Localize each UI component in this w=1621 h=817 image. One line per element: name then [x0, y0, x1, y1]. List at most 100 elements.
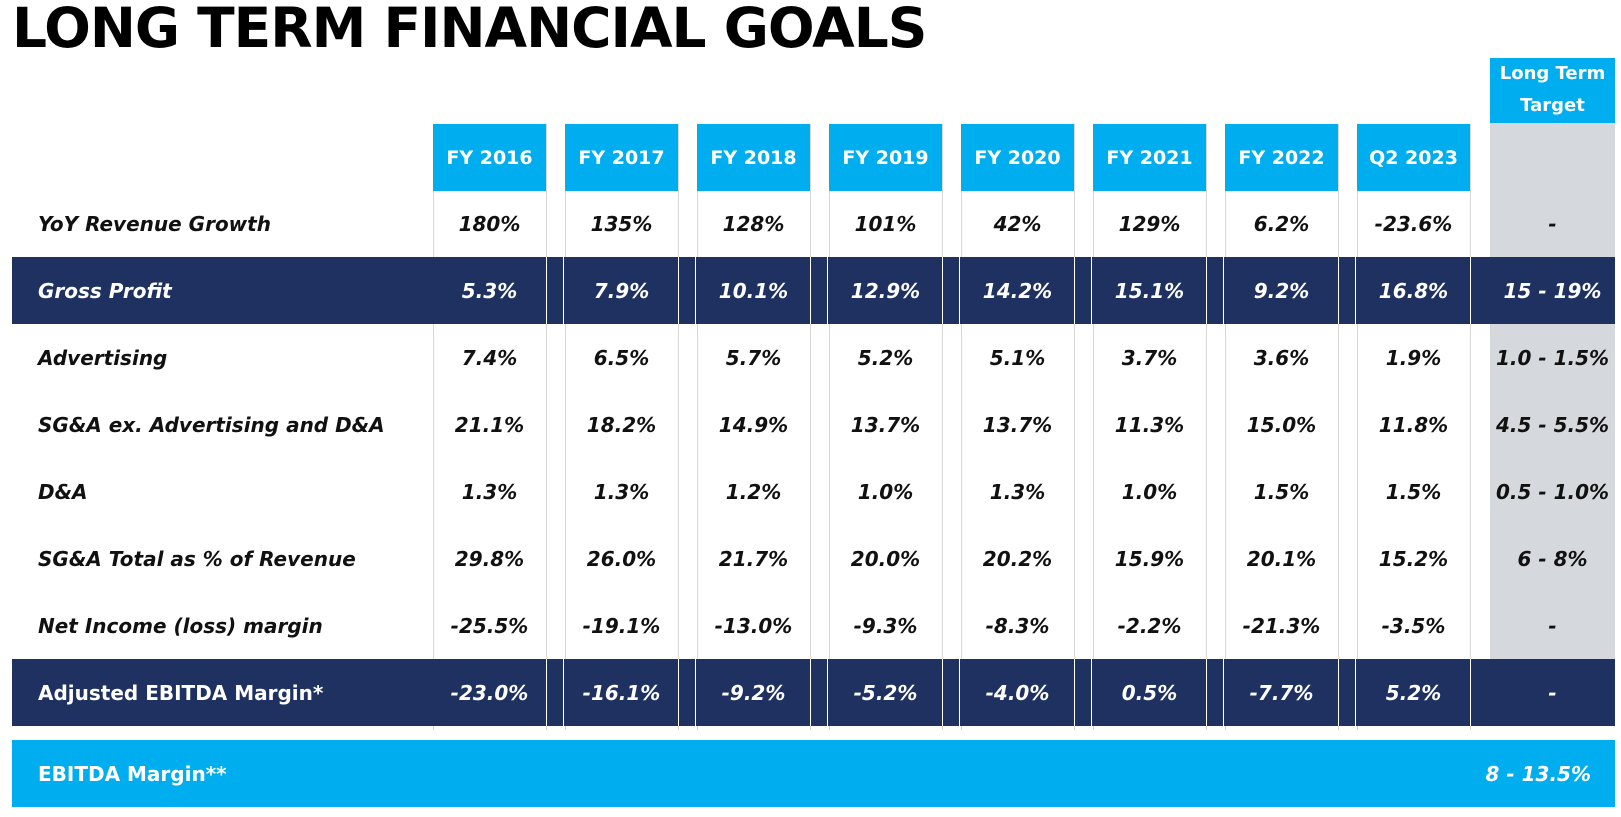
table-cell: 128%	[722, 211, 785, 236]
column-divider	[1470, 124, 1471, 730]
table-cell: 11.3%	[1114, 412, 1185, 437]
table-cell: 180%	[458, 211, 521, 236]
row-gap	[1470, 659, 1488, 726]
target-column-background	[1490, 58, 1615, 660]
row-gap	[1074, 257, 1092, 324]
table-row: SG&A Total as % of Revenue 29.8% 26.0% 21.7…	[0, 525, 1621, 592]
table-cell: 13.7%	[982, 412, 1053, 437]
row-gap	[810, 659, 828, 726]
column-divider	[565, 124, 566, 730]
row-gap	[942, 257, 960, 324]
column-divider	[1225, 124, 1226, 730]
table-cell: 12.9%	[850, 278, 921, 303]
table-cell: 42%	[993, 211, 1042, 236]
gap-line	[695, 659, 696, 726]
target-cell: 6 - 8%	[1517, 546, 1588, 571]
table-cell: 5.3%	[461, 278, 518, 303]
table-cell: 21.7%	[718, 546, 789, 571]
table-cell: -2.2%	[1117, 613, 1182, 638]
gap-line	[563, 257, 564, 324]
row-label: D&A	[38, 479, 88, 504]
table-cell: 5.2%	[857, 345, 914, 370]
table-row: D&A 1.3% 1.3% 1.2% 1.0% 1.3% 1.0% 1.5% 1.5% 0.5 -…	[0, 458, 1621, 525]
gap-line	[678, 257, 679, 324]
gap-line	[810, 659, 811, 726]
table-cell: 29.8%	[454, 546, 525, 571]
row-gap	[942, 659, 960, 726]
table-row: SG&A ex. Advertising and D&A 21.1% 18.2% 14…	[0, 391, 1621, 458]
table-cell: 1.3%	[989, 479, 1046, 504]
column-header: FY 2020	[961, 124, 1074, 191]
table-cell: 1.3%	[593, 479, 650, 504]
column-divider	[810, 124, 811, 730]
gap-line	[546, 257, 547, 324]
row-gap	[1206, 659, 1224, 726]
table-row: Adjusted EBITDA Margin* -23.0% -16.1% -9.2%…	[12, 659, 1615, 726]
target-cell: 15 - 19%	[1503, 278, 1602, 303]
gap-line	[1470, 659, 1471, 726]
column-divider	[697, 124, 698, 730]
target-cell: -	[1548, 211, 1557, 236]
column-header: FY 2022	[1225, 124, 1338, 191]
column-divider	[961, 124, 962, 730]
target-header: Long Term Target	[1490, 58, 1615, 123]
table-cell: 6.2%	[1253, 211, 1310, 236]
table-cell: 3.6%	[1253, 345, 1310, 370]
table-cell: 101%	[854, 211, 917, 236]
table-cell: -9.2%	[721, 680, 786, 705]
column-divider	[1338, 124, 1339, 730]
column-divider	[678, 124, 679, 730]
gap-line	[1355, 659, 1356, 726]
gap-line	[827, 257, 828, 324]
column-divider	[942, 124, 943, 730]
column-divider	[546, 124, 547, 730]
ebitda-margin-value: 8 - 13.5%	[1485, 761, 1591, 786]
column-header: Q2 2023	[1357, 124, 1470, 191]
row-gap	[546, 659, 564, 726]
gap-line	[1338, 659, 1339, 726]
row-gap	[810, 257, 828, 324]
table-cell: 15.1%	[1114, 278, 1185, 303]
gap-line	[1223, 659, 1224, 726]
table-cell: -21.3%	[1242, 613, 1321, 638]
table-cell: 0.5%	[1121, 680, 1178, 705]
column-header: FY 2018	[697, 124, 810, 191]
table-cell: 15.2%	[1378, 546, 1449, 571]
gap-line	[1355, 257, 1356, 324]
row-gap	[1338, 257, 1356, 324]
table-row: Advertising 7.4% 6.5% 5.7% 5.2% 5.1% 3.7% 3.6% 1…	[0, 324, 1621, 391]
table-cell: 6.5%	[593, 345, 650, 370]
table-cell: -13.0%	[714, 613, 793, 638]
row-gap	[546, 257, 564, 324]
table-cell: -19.1%	[582, 613, 661, 638]
row-label: Gross Profit	[38, 278, 172, 303]
row-label: Adjusted EBITDA Margin*	[38, 680, 324, 705]
target-cell: -	[1548, 680, 1557, 705]
column-divider	[829, 124, 830, 730]
page-title: LONG TERM FINANCIAL GOALS	[12, 0, 927, 60]
table-cell: 1.3%	[461, 479, 518, 504]
table-cell: 18.2%	[586, 412, 657, 437]
gap-line	[942, 659, 943, 726]
gap-line	[678, 659, 679, 726]
table-cell: 21.1%	[454, 412, 525, 437]
row-gap	[678, 659, 696, 726]
table-cell: 20.1%	[1246, 546, 1317, 571]
table-cell: 13.7%	[850, 412, 921, 437]
row-label: SG&A Total as % of Revenue	[38, 546, 356, 571]
table-cell: -7.7%	[1249, 680, 1314, 705]
gap-line	[1074, 257, 1075, 324]
column-divider	[1093, 124, 1094, 730]
row-gap	[1470, 257, 1488, 324]
row-gap	[1206, 257, 1224, 324]
gap-line	[827, 659, 828, 726]
gap-line	[1091, 257, 1092, 324]
table-cell: 26.0%	[586, 546, 657, 571]
target-cell: -	[1548, 613, 1557, 638]
table-cell: 7.4%	[461, 345, 518, 370]
table-cell: -4.0%	[985, 680, 1050, 705]
row-label: SG&A ex. Advertising and D&A	[38, 412, 385, 437]
gap-line	[959, 257, 960, 324]
gap-line	[695, 257, 696, 324]
table-row: YoY Revenue Growth 180% 135% 128% 101% 42% 129…	[0, 190, 1621, 257]
